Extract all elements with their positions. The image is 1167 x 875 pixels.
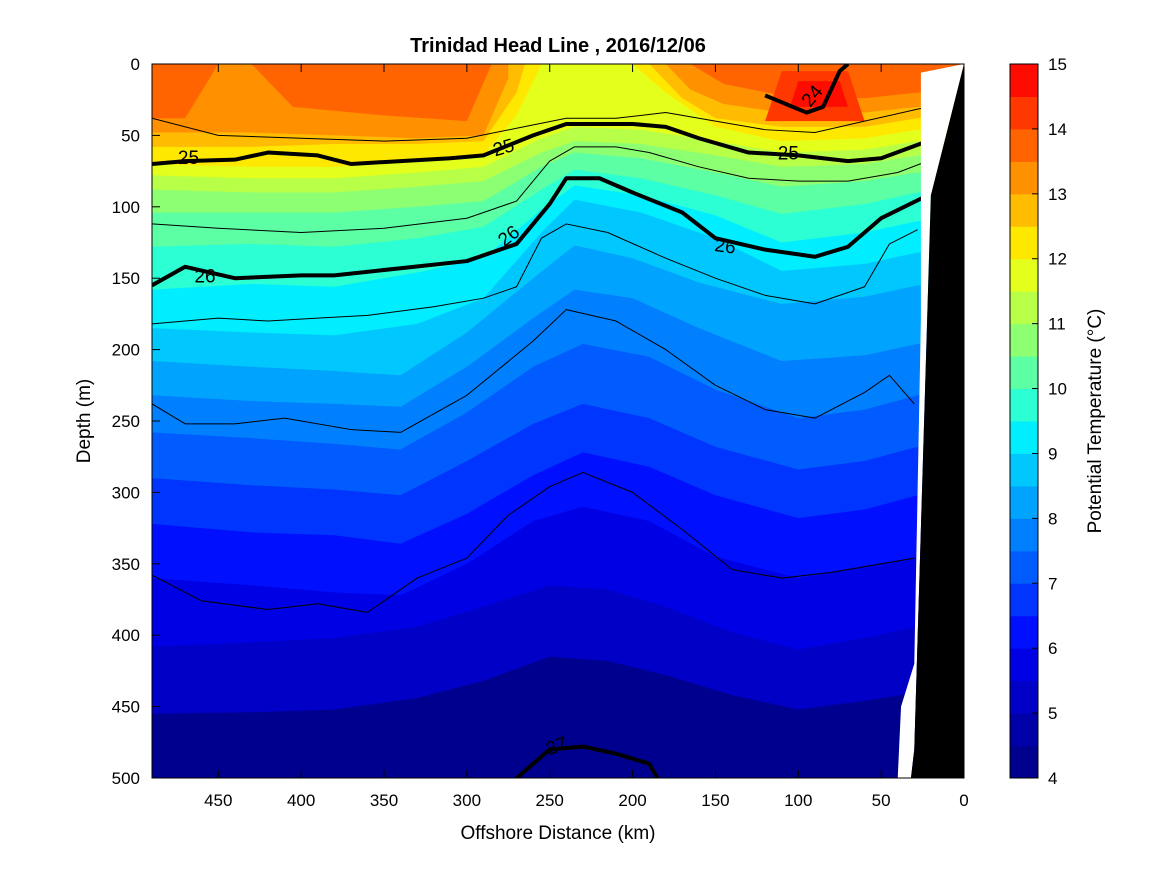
y-tick-label: 450 — [112, 698, 140, 717]
y-tick-label: 250 — [112, 412, 140, 431]
colorbar-tick-label: 6 — [1048, 639, 1057, 658]
x-tick-label: 100 — [784, 791, 812, 810]
colorbar-swatch — [1010, 648, 1038, 682]
contour-label: 25 — [778, 144, 799, 165]
colorbar-tick-label: 10 — [1048, 380, 1067, 399]
x-tick-label: 450 — [204, 791, 232, 810]
colorbar-frame — [1009, 63, 1039, 779]
colorbar: 4 5 6 7 8 9 10 11 12 13 14 15 Potential Temperature… — [1009, 55, 1106, 788]
contour-label: 26 — [713, 235, 737, 259]
contour-label-group: 25 — [178, 148, 199, 169]
no-data-gap — [897, 64, 964, 778]
x-tick-label: 400 — [287, 791, 315, 810]
contour-label: 25 — [178, 148, 199, 169]
y-tick-label: 150 — [112, 269, 140, 288]
colorbar-ticks: 4 5 6 7 8 9 10 11 12 13 14 15 — [1032, 55, 1067, 788]
colorbar-swatch — [1010, 453, 1038, 487]
y-tick-label: 0 — [131, 55, 140, 74]
thin-contour-line — [152, 106, 928, 142]
y-axis-label: Depth (m) — [74, 379, 95, 463]
temperature-bands — [152, 64, 964, 778]
y-tick-label: 300 — [112, 483, 140, 502]
y-tick-label: 400 — [112, 626, 140, 645]
colorbar-swatches — [1010, 64, 1038, 779]
thin-contour-line — [152, 146, 928, 234]
colorbar-swatch — [1010, 550, 1038, 584]
y-tick-label: 100 — [112, 198, 140, 217]
colorbar-swatch — [1010, 356, 1038, 390]
thin-contour-line — [152, 309, 915, 433]
colorbar-swatch — [1010, 128, 1038, 162]
y-axis-ticks: 0 50 100 150 200 250 300 350 400 450 500 — [112, 55, 964, 788]
bold-contour-line-24 — [764, 64, 850, 115]
colorbar-swatch — [1010, 388, 1038, 422]
chart-title: Trinidad Head Line , 2016/12/06 — [410, 35, 706, 57]
colorbar-swatch — [1010, 583, 1038, 617]
colorbar-tick-label: 11 — [1048, 315, 1066, 334]
thin-contour-line — [152, 471, 915, 613]
no-data-gaps — [897, 64, 964, 778]
colorbar-swatch — [1010, 615, 1038, 649]
y-tick-label: 500 — [112, 769, 140, 788]
x-tick-label: 300 — [453, 791, 481, 810]
colorbar-tick-label: 13 — [1048, 185, 1067, 204]
colorbar-swatch — [1010, 258, 1038, 292]
seafloor-topography — [910, 64, 964, 778]
colorbar-tick-label: 5 — [1048, 704, 1057, 723]
colorbar-tick-label: 9 — [1048, 444, 1057, 463]
colorbar-tick-label: 14 — [1048, 120, 1067, 139]
contour-label-group: 26 — [713, 235, 737, 259]
colorbar-tick-label: 4 — [1048, 769, 1057, 788]
x-tick-label: 350 — [370, 791, 398, 810]
contour-label: 26 — [194, 266, 215, 287]
colorbar-swatch — [1010, 421, 1038, 454]
y-tick-label: 200 — [112, 341, 140, 360]
colorbar-tick-label: 12 — [1048, 250, 1067, 269]
x-tick-label: 200 — [618, 791, 646, 810]
x-tick-label: 150 — [701, 791, 729, 810]
colorbar-swatch — [1010, 291, 1038, 325]
colorbar-tick-label: 8 — [1048, 509, 1057, 528]
x-axis-label: Offshore Distance (km) — [461, 823, 656, 844]
x-tick-label: 0 — [959, 791, 968, 810]
colorbar-swatch — [1010, 96, 1038, 130]
x-tick-label: 50 — [872, 791, 891, 810]
temperature-band — [152, 64, 964, 122]
colorbar-swatch — [1010, 518, 1038, 552]
colorbar-swatch — [1010, 745, 1038, 779]
thin-contour-line — [152, 223, 918, 325]
x-axis-ticks: 450 400 350 300 250 200 150 100 50 0 — [204, 64, 969, 810]
plot-area — [152, 64, 964, 778]
colorbar-swatch — [1010, 226, 1038, 260]
colorbar-tick-label: 15 — [1048, 55, 1067, 74]
colorbar-swatch — [1010, 193, 1038, 227]
colorbar-swatch — [1010, 323, 1038, 357]
bold-contour-line-26 — [152, 176, 929, 288]
contour-label-group: 25 — [778, 144, 799, 165]
thin-sigma-contours — [152, 106, 928, 613]
colorbar-swatch — [1010, 680, 1038, 714]
y-tick-label: 50 — [121, 126, 140, 145]
topography-polygon — [910, 64, 964, 778]
bold-contour-line-25 — [152, 121, 929, 166]
x-tick-label: 250 — [536, 791, 564, 810]
bold-sigma-contours — [152, 64, 929, 778]
colorbar-swatch — [1010, 713, 1038, 747]
bold-contour-line-27 — [515, 744, 660, 778]
colorbar-label: Potential Temperature (°C) — [1085, 309, 1106, 534]
colorbar-swatch — [1010, 64, 1038, 97]
colorbar-tick-label: 7 — [1048, 574, 1057, 593]
colorbar-swatch — [1010, 161, 1038, 195]
contour-label-group: 26 — [194, 266, 215, 287]
y-tick-label: 350 — [112, 555, 140, 574]
colorbar-swatch — [1010, 485, 1038, 519]
